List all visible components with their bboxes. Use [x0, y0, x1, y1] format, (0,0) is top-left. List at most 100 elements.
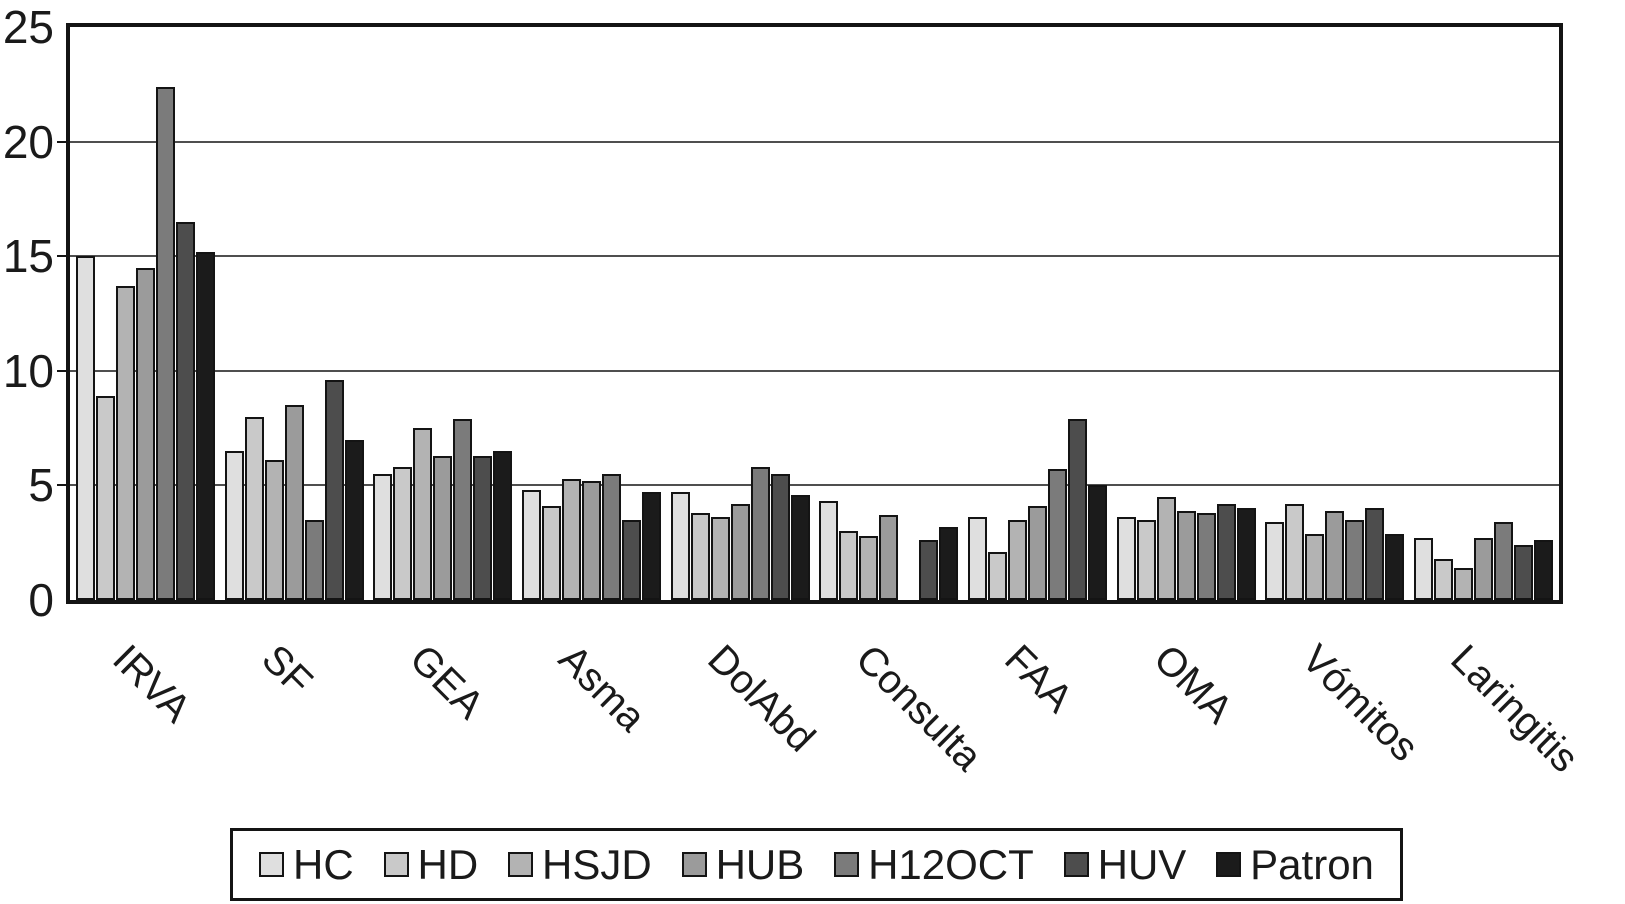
legend-swatch [508, 852, 534, 877]
bar-Patron [790, 495, 810, 600]
bar-groups [70, 27, 1559, 600]
bar-group-Laringitis [1413, 522, 1553, 600]
y-tick-label: 0 [28, 574, 54, 626]
bar-HC [224, 451, 244, 600]
bar-H12OCT [1047, 469, 1067, 600]
bar-HUV [1365, 508, 1385, 600]
legend-item-Patron: Patron [1216, 840, 1374, 888]
gridline [70, 484, 1559, 487]
bar-HC [1265, 522, 1285, 600]
legend-item-HUV: HUV [1063, 840, 1187, 888]
bar-HD [541, 506, 561, 600]
bar-HUV [1216, 504, 1236, 600]
bar-HC [76, 256, 95, 600]
gridline [70, 140, 1559, 143]
legend-label: HUV [1097, 840, 1187, 888]
legend-label: Patron [1250, 840, 1374, 888]
bar-Patron [196, 252, 215, 600]
bar-H12OCT [1196, 513, 1216, 600]
bar-HD [1285, 504, 1305, 600]
x-category-label: Asma [549, 636, 654, 741]
bar-HD [244, 417, 264, 600]
bar-Patron [1385, 534, 1405, 600]
y-axis: 0 5 10 15 20 25 [0, 0, 66, 700]
x-category-label: SF [252, 636, 321, 704]
bar-Patron [493, 451, 513, 600]
bar-group-Consulta [819, 501, 959, 600]
bar-H12OCT [304, 520, 324, 600]
bar-group-OMA [1116, 497, 1256, 600]
legend-label: HSJD [542, 840, 652, 888]
bar-H12OCT [1345, 520, 1365, 600]
bar-group-IRVA [76, 87, 215, 600]
bar-HC [1116, 517, 1136, 600]
bar-group-SF [224, 380, 364, 600]
bar-HSJD [1305, 534, 1325, 600]
bar-HSJD [561, 479, 581, 600]
bar-HD [96, 396, 115, 600]
bar-Patron [1533, 540, 1553, 600]
y-tick-label: 15 [2, 230, 54, 283]
gridline [70, 369, 1559, 372]
bar-HUV [919, 540, 939, 600]
bar-HSJD [1007, 520, 1027, 600]
bar-HSJD [859, 536, 879, 600]
bar-group-Asma [521, 474, 661, 600]
y-tick-label: 5 [28, 459, 54, 512]
x-category-label: Vómitos [1292, 636, 1427, 770]
legend-label: HD [417, 840, 479, 888]
legend-label: H12OCT [868, 840, 1034, 888]
bar-HUB [581, 481, 601, 600]
bar-Patron [344, 440, 364, 600]
bar-Patron [939, 527, 959, 600]
legend-item-H12OCT: H12OCT [834, 840, 1034, 888]
bar-HD [690, 513, 710, 600]
bar-HD [839, 531, 859, 600]
bar-group-FAA [967, 419, 1107, 600]
bar-HC [670, 492, 690, 600]
bar-Patron [1236, 508, 1256, 600]
y-tick-label: 20 [2, 115, 54, 168]
legend-swatch [1216, 852, 1242, 877]
legend-swatch [1063, 852, 1089, 877]
legend-swatch [259, 852, 284, 877]
legend-item-HD: HD [383, 840, 479, 888]
bar-HUB [433, 456, 453, 600]
bar-HSJD [264, 460, 284, 600]
bar-H12OCT [750, 467, 770, 600]
bar-HSJD [116, 286, 135, 600]
x-category-label: FAA [995, 636, 1081, 722]
bar-HSJD [1156, 497, 1176, 600]
bar-HD [1433, 559, 1453, 600]
bar-HD [987, 552, 1007, 600]
bar-HD [1136, 520, 1156, 600]
bar-HSJD [413, 428, 433, 600]
bar-HUB [1027, 506, 1047, 600]
bar-HUB [1176, 511, 1196, 600]
bar-HUV [1513, 545, 1533, 600]
bar-HC [967, 517, 987, 600]
y-tick [57, 484, 66, 487]
gridlines [70, 27, 1559, 600]
bar-HUV [324, 380, 344, 600]
bar-HUB [284, 405, 304, 600]
bar-HUB [730, 504, 750, 600]
legend: HC HD HSJD HUB H12OCT HUV Patron [230, 828, 1403, 901]
bar-HC [1413, 538, 1433, 600]
bar-Patron [641, 492, 661, 600]
bar-HUV [176, 222, 195, 600]
x-category-label: GEA [400, 636, 492, 728]
x-category-label: OMA [1144, 636, 1241, 733]
bar-HUV [1067, 419, 1087, 600]
y-tick [57, 255, 66, 258]
bar-group-Vómitos [1265, 504, 1405, 600]
bar-HSJD [1453, 568, 1473, 600]
bar-HUV [770, 474, 790, 600]
bar-H12OCT [601, 474, 621, 600]
bar-HD [393, 467, 413, 600]
x-category-label: DolAbd [698, 636, 823, 761]
y-tick-label: 25 [2, 1, 54, 53]
bar-group-GEA [373, 419, 513, 600]
legend-swatch [834, 852, 860, 877]
